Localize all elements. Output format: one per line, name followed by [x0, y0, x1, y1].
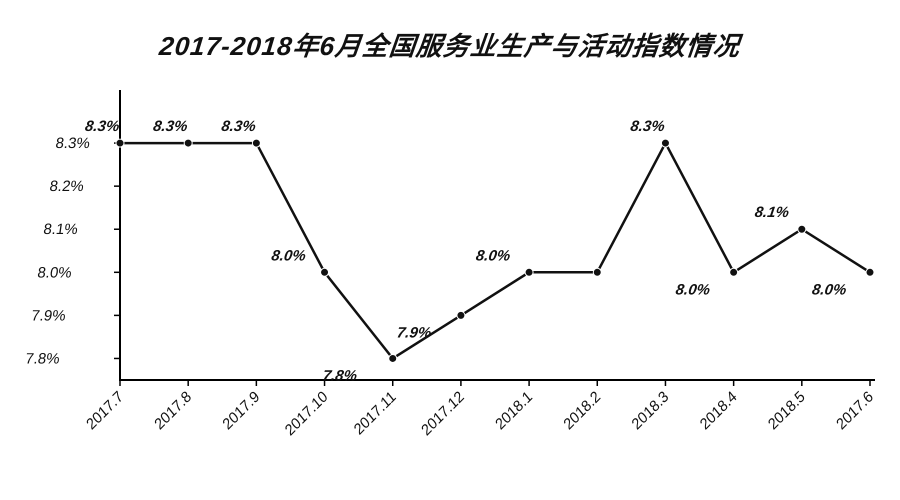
x-tick-label: 2017.7: [83, 388, 126, 434]
x-tick-label: 2018.4: [697, 388, 740, 434]
x-tick-label: 2017.9: [220, 388, 263, 434]
value-label: 8.0%: [811, 281, 848, 298]
data-point: [389, 354, 397, 362]
data-point: [866, 268, 874, 276]
value-label: 7.9%: [396, 324, 433, 341]
value-label: 8.3%: [84, 118, 121, 135]
data-point: [798, 225, 806, 233]
value-label: 8.3%: [220, 118, 257, 135]
line-chart: 7.8%7.9%8.0%8.1%8.2%8.3%2017.72017.82017…: [0, 0, 900, 500]
value-label: 8.1%: [754, 204, 791, 221]
x-tick-label: 2017.10: [282, 388, 331, 440]
data-point: [661, 139, 669, 147]
y-tick-label: 8.2%: [48, 178, 85, 195]
y-tick-label: 8.0%: [36, 264, 73, 281]
value-label: 7.8%: [322, 368, 359, 385]
x-tick-label: 2018.2: [561, 388, 604, 434]
data-point: [457, 311, 465, 319]
value-label: 8.0%: [475, 247, 512, 264]
x-tick-label: 2018.1: [492, 388, 535, 434]
value-label: 8.3%: [629, 118, 666, 135]
data-point: [116, 139, 124, 147]
x-tick-label: 2017.12: [418, 388, 467, 440]
data-point: [525, 268, 533, 276]
value-label: 8.3%: [152, 118, 189, 135]
value-label: 8.0%: [675, 281, 712, 298]
value-label: 8.0%: [270, 247, 307, 264]
y-tick-label: 7.9%: [30, 307, 67, 324]
data-point: [321, 268, 329, 276]
x-tick-label: 2018.5: [765, 388, 808, 434]
data-point: [252, 139, 260, 147]
y-tick-label: 8.3%: [54, 135, 91, 152]
data-point: [593, 268, 601, 276]
x-tick-label: 2018.3: [629, 388, 672, 434]
chart-title: 2017-2018年6月全国服务业生产与活动指数情况: [0, 26, 900, 63]
data-point: [184, 139, 192, 147]
y-tick-label: 7.8%: [24, 351, 61, 368]
y-tick-label: 8.1%: [42, 221, 79, 238]
chart-container: 2017-2018年6月全国服务业生产与活动指数情况 7.8% 7.9% 8.0% 8…: [0, 0, 900, 500]
x-tick-label: 2017.6: [833, 388, 876, 434]
x-tick-label: 2017.8: [152, 388, 195, 434]
data-point: [730, 268, 738, 276]
x-tick-label: 2017.11: [351, 388, 399, 439]
